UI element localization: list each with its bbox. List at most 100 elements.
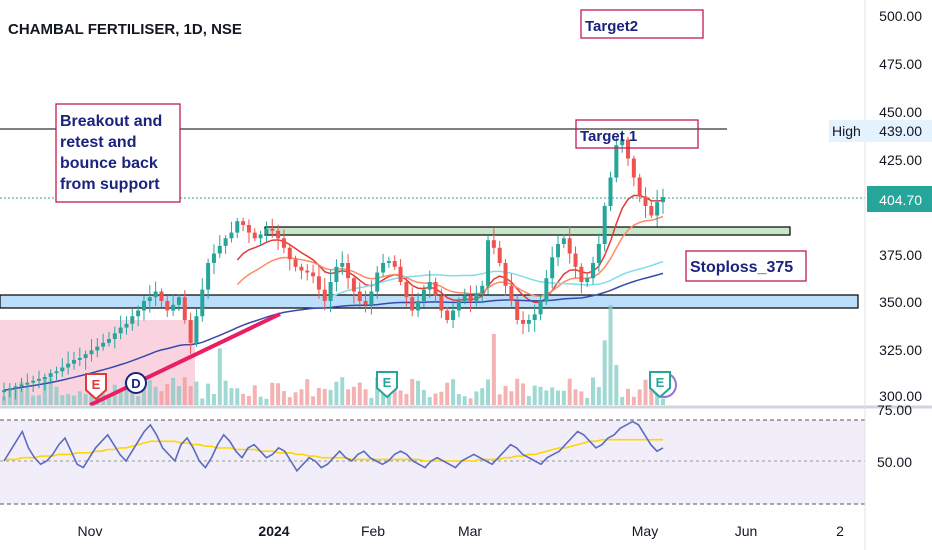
candle	[118, 315, 123, 340]
earnings-marker[interactable]: E	[85, 373, 107, 401]
candle	[445, 307, 450, 324]
volume-bar	[556, 390, 561, 405]
candle	[171, 294, 176, 316]
last-price-badge	[867, 186, 932, 212]
volume-bar	[445, 382, 450, 405]
candle	[363, 290, 368, 313]
volume-bar	[182, 377, 187, 405]
x-tick: Feb	[361, 523, 385, 539]
candle	[182, 290, 187, 324]
volume-bar	[427, 397, 432, 405]
marker-text: E	[92, 377, 101, 392]
volume-bar	[66, 393, 71, 405]
volume-bar	[515, 378, 520, 405]
candle	[649, 201, 654, 219]
volume-bar	[19, 381, 24, 405]
rsi-band	[0, 420, 865, 504]
candle	[188, 312, 193, 354]
chart-title: CHAMBAL FERTILISER, 1D, NSE	[8, 21, 242, 38]
candle	[439, 288, 444, 319]
candle	[130, 309, 135, 331]
dividend-marker[interactable]: D	[125, 372, 147, 394]
last-price-value: 404.70	[879, 192, 922, 208]
x-tick: May	[632, 523, 658, 539]
volume-bar	[71, 395, 76, 405]
x-tick: 2	[836, 523, 844, 539]
candle	[433, 277, 438, 303]
volume-bar	[410, 379, 415, 405]
marker-text: D	[131, 376, 140, 391]
candle	[136, 305, 141, 327]
candle	[550, 246, 555, 289]
volume-bar	[153, 386, 158, 405]
volume-bar	[211, 393, 216, 405]
stoploss-label: Stoploss_375	[690, 259, 793, 276]
volume-bar	[421, 389, 426, 405]
volume-bar	[287, 397, 292, 405]
volume-bar	[626, 388, 631, 405]
volume-bar	[596, 387, 601, 405]
candle	[328, 269, 333, 313]
volume-bar	[165, 383, 170, 405]
candle	[7, 383, 12, 398]
volume-bar	[176, 386, 181, 405]
candle	[334, 259, 339, 292]
candle	[585, 272, 590, 288]
volume-bar	[311, 396, 316, 405]
candle	[421, 285, 426, 308]
volume-bar	[124, 380, 129, 405]
candle	[544, 269, 549, 306]
candle	[89, 339, 94, 362]
marker-text: E	[656, 375, 665, 390]
volume-bar	[106, 397, 111, 405]
volume-bar	[480, 388, 485, 405]
volume-bar	[241, 393, 246, 405]
volume-bar	[322, 388, 327, 405]
earnings-marker[interactable]: E	[649, 371, 677, 399]
candle	[561, 234, 566, 249]
volume-bar	[141, 380, 146, 405]
candle	[311, 264, 316, 284]
candle	[637, 173, 642, 203]
volume-bar	[532, 385, 537, 405]
candle	[276, 224, 281, 250]
volume-bar	[608, 305, 613, 405]
volume-bar	[456, 394, 461, 405]
volume-bar	[544, 390, 549, 405]
volume-bar	[591, 377, 596, 405]
volume-bar	[200, 398, 205, 405]
volume-bar	[54, 386, 59, 405]
candle	[206, 258, 211, 300]
marker-shape	[376, 371, 398, 399]
volume-bar	[42, 377, 47, 405]
stoploss-box	[685, 250, 807, 282]
volume-bar	[316, 388, 321, 405]
candle	[462, 288, 467, 305]
volume-bar	[631, 396, 636, 405]
y-tick: 475.00	[879, 56, 922, 72]
volume-bar	[404, 393, 409, 405]
volume-bar	[206, 383, 211, 405]
candle	[486, 235, 491, 295]
candle	[556, 236, 561, 266]
marker-shape	[649, 371, 671, 399]
candle	[36, 370, 41, 389]
candle	[60, 358, 65, 377]
candle	[77, 347, 82, 367]
candle	[95, 338, 100, 358]
ma-longest-line	[3, 272, 664, 392]
volume-bar	[357, 382, 362, 405]
volume-bar	[118, 389, 123, 405]
candle	[456, 297, 461, 318]
candle	[526, 314, 531, 333]
volume-bar	[136, 396, 141, 405]
candle	[299, 263, 304, 280]
volume-bar	[526, 396, 531, 405]
volume-bar	[159, 391, 164, 405]
volume-bar	[264, 398, 269, 405]
earnings-marker[interactable]: E	[376, 371, 398, 399]
candle	[194, 308, 199, 347]
candle	[2, 382, 6, 401]
volume-bar	[147, 380, 152, 405]
y-tick: 500.00	[879, 8, 922, 24]
